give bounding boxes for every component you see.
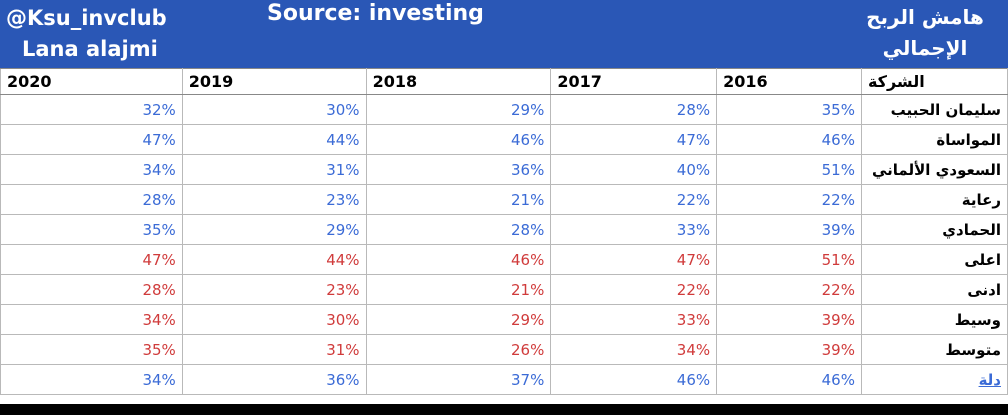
margin-value-cell: 46%	[365, 124, 552, 155]
table-row: 35% 31% 26% 34% 39% متوسط	[0, 334, 1008, 365]
margin-value-cell: 46%	[550, 364, 718, 395]
metric-title-line2: الإجمالي	[882, 36, 968, 60]
company-name-cell: ادنى	[860, 274, 1008, 305]
table-row: 34% 36% 37% 46% 46% دلة	[0, 364, 1008, 395]
margin-value-cell: 47%	[0, 244, 183, 275]
company-name-cell: متوسط	[860, 334, 1008, 365]
margin-value-cell: 33%	[550, 214, 718, 245]
year-header: 2016	[716, 68, 862, 95]
author-name: Lana alajmi	[22, 37, 158, 61]
margin-value-cell: 26%	[365, 334, 552, 365]
margin-value-cell: 30%	[181, 304, 367, 335]
margin-value-cell: 22%	[716, 274, 862, 305]
margin-value-cell: 39%	[716, 334, 862, 365]
margin-value-cell: 34%	[0, 304, 183, 335]
gross-margin-table: 2020 2019 2018 2017 2016 الشركة 32% 30% 29…	[0, 68, 1008, 395]
table-row: 47% 44% 46% 47% 51% اعلى	[0, 244, 1008, 275]
table-row: 28% 23% 21% 22% 22% ادنى	[0, 274, 1008, 305]
margin-value-cell: 39%	[716, 304, 862, 335]
margin-value-cell: 31%	[181, 154, 367, 185]
margin-value-cell: 28%	[0, 184, 183, 215]
margin-value-cell: 51%	[716, 154, 862, 185]
company-name-cell: وسيط	[860, 304, 1008, 335]
margin-value-cell: 33%	[550, 304, 718, 335]
margin-value-cell: 44%	[181, 124, 367, 155]
margin-value-cell: 46%	[716, 364, 862, 395]
margin-value-cell: 35%	[716, 94, 862, 125]
table-row: 28% 23% 21% 22% 22% رعاية	[0, 184, 1008, 215]
company-name-cell: الحمادي	[860, 214, 1008, 245]
company-name-cell: اعلى	[860, 244, 1008, 275]
table-header-row: 2020 2019 2018 2017 2016 الشركة	[0, 68, 1008, 95]
company-name-cell[interactable]: دلة	[860, 364, 1008, 395]
table-row: 35% 29% 28% 33% 39% الحمادي	[0, 214, 1008, 245]
year-header: 2019	[181, 68, 367, 95]
margin-value-cell: 47%	[550, 244, 718, 275]
margin-value-cell: 40%	[550, 154, 718, 185]
margin-value-cell: 22%	[550, 184, 718, 215]
company-name-cell: سليمان الحبيب	[860, 94, 1008, 125]
margin-value-cell: 35%	[0, 214, 183, 245]
margin-value-cell: 35%	[0, 334, 183, 365]
table-row: 34% 30% 29% 33% 39% وسيط	[0, 304, 1008, 335]
margin-value-cell: 23%	[181, 274, 367, 305]
margin-value-cell: 39%	[716, 214, 862, 245]
margin-value-cell: 29%	[365, 304, 552, 335]
margin-value-cell: 36%	[181, 364, 367, 395]
company-name-cell: المواساة	[860, 124, 1008, 155]
margin-value-cell: 21%	[365, 274, 552, 305]
year-header: 2017	[550, 68, 718, 95]
source-label: Source: investing	[267, 1, 484, 26]
margin-value-cell: 23%	[181, 184, 367, 215]
margin-value-cell: 29%	[181, 214, 367, 245]
screenshot-frame: @Ksu_invclub Lana alajmi Source: investi…	[0, 0, 1008, 404]
margin-value-cell: 47%	[0, 124, 183, 155]
twitter-handle: @Ksu_invclub	[6, 6, 167, 30]
table-row: 34% 31% 36% 40% 51% السعودي الألماني	[0, 154, 1008, 185]
year-header: 2018	[365, 68, 552, 95]
metric-title: هامش الربح الإجمالي	[850, 2, 1000, 64]
table-row: 47% 44% 46% 47% 46% المواساة	[0, 124, 1008, 155]
margin-value-cell: 28%	[550, 94, 718, 125]
company-name-cell: رعاية	[860, 184, 1008, 215]
company-header: الشركة	[860, 68, 1008, 95]
margin-value-cell: 28%	[365, 214, 552, 245]
company-name-cell: السعودي الألماني	[860, 154, 1008, 185]
margin-value-cell: 32%	[0, 94, 183, 125]
margin-value-cell: 22%	[716, 184, 862, 215]
margin-value-cell: 47%	[550, 124, 718, 155]
margin-value-cell: 44%	[181, 244, 367, 275]
header-banner: @Ksu_invclub Lana alajmi Source: investi…	[0, 0, 1008, 68]
margin-value-cell: 34%	[0, 154, 183, 185]
metric-title-line1: هامش الربح	[866, 5, 984, 29]
margin-value-cell: 21%	[365, 184, 552, 215]
margin-value-cell: 30%	[181, 94, 367, 125]
margin-value-cell: 34%	[0, 364, 183, 395]
margin-value-cell: 46%	[716, 124, 862, 155]
margin-value-cell: 22%	[550, 274, 718, 305]
margin-value-cell: 36%	[365, 154, 552, 185]
margin-value-cell: 37%	[365, 364, 552, 395]
margin-value-cell: 46%	[365, 244, 552, 275]
margin-value-cell: 29%	[365, 94, 552, 125]
margin-value-cell: 31%	[181, 334, 367, 365]
margin-value-cell: 51%	[716, 244, 862, 275]
margin-value-cell: 34%	[550, 334, 718, 365]
year-header: 2020	[0, 68, 183, 95]
margin-value-cell: 28%	[0, 274, 183, 305]
table-row: 32% 30% 29% 28% 35% سليمان الحبيب	[0, 94, 1008, 125]
